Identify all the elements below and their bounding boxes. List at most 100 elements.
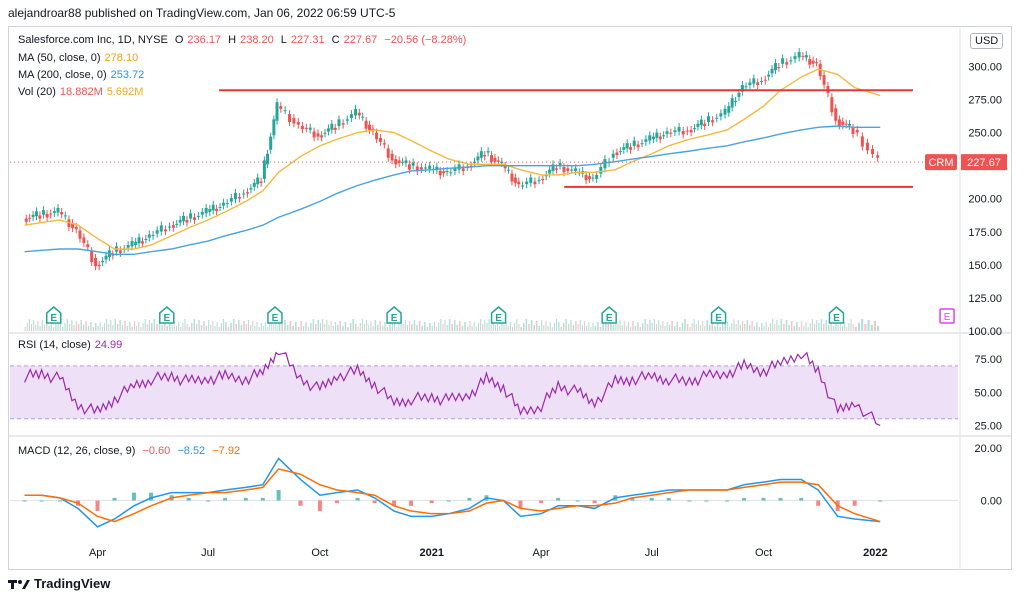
vol-value-1: 18.882M	[59, 86, 103, 98]
earnings-marker[interactable]	[601, 306, 617, 324]
volume-bar	[339, 321, 342, 331]
volume-bar	[511, 327, 514, 331]
volume-bar	[266, 327, 268, 331]
candle-body	[570, 169, 574, 171]
volume-bar	[867, 320, 870, 331]
volume-bar	[173, 321, 175, 331]
candle-body	[137, 237, 141, 244]
volume-bar	[451, 324, 453, 331]
candle-body	[785, 62, 789, 65]
candle-body	[333, 127, 337, 130]
volume-bar	[681, 323, 684, 331]
volume-bar	[588, 322, 590, 331]
candle-body	[45, 214, 49, 218]
candle-body	[74, 226, 78, 230]
earnings-marker[interactable]	[159, 306, 175, 324]
earnings-marker[interactable]	[386, 306, 402, 324]
ma200-line	[24, 125, 881, 255]
volume-bar	[671, 321, 673, 331]
volume-bar	[835, 322, 837, 331]
ohlc-high-label: H	[228, 34, 237, 46]
volume-bar	[175, 326, 178, 331]
candle-body	[300, 126, 304, 130]
volume-bar	[560, 327, 562, 331]
volume-bar	[877, 326, 880, 331]
volume-bar	[486, 323, 488, 331]
candle-body	[118, 250, 122, 253]
macd-axis-tick: 0.00	[981, 496, 1002, 508]
volume-bar	[258, 327, 260, 331]
earnings-marker[interactable]	[490, 306, 507, 324]
candle-body	[599, 167, 603, 174]
ma50-line	[24, 68, 881, 250]
candle-body	[681, 131, 685, 135]
candle-body	[632, 140, 636, 146]
volume-bar	[292, 326, 295, 331]
earnings-marker[interactable]	[828, 306, 845, 324]
volume-bar	[753, 326, 756, 331]
macd-histogram-bar	[725, 500, 730, 502]
volume-bar	[82, 325, 85, 331]
volume-bar	[210, 325, 212, 331]
volume-bar	[37, 321, 39, 331]
volume-bar	[90, 322, 92, 331]
volume-bar	[26, 323, 28, 331]
candle-body	[147, 234, 151, 238]
earnings-marker-upcoming[interactable]	[939, 308, 955, 324]
volume-bar	[697, 320, 700, 331]
last-price-tag: 227.67	[967, 157, 1001, 169]
volume-bar	[41, 320, 43, 331]
volume-bar	[193, 319, 195, 331]
volume-bar	[448, 319, 451, 331]
volume-bar	[342, 326, 344, 331]
volume-bar	[801, 321, 803, 331]
volume-bar	[370, 321, 372, 331]
volume-bar	[312, 319, 315, 331]
earnings-marker[interactable]	[267, 306, 283, 324]
volume-bar	[700, 325, 702, 331]
volume-bar	[772, 319, 774, 331]
candle-body	[252, 182, 256, 187]
earnings-marker-label: E	[272, 313, 279, 324]
volume-bar	[394, 322, 396, 331]
volume-bar	[336, 325, 339, 331]
ticker-tag-bg	[925, 154, 957, 171]
candle-body	[144, 238, 148, 240]
volume-bar	[429, 323, 431, 331]
volume-bar	[541, 320, 543, 331]
volume-bar	[55, 323, 57, 331]
volume-bar	[625, 326, 628, 331]
earnings-marker[interactable]	[46, 306, 62, 324]
volume-bar	[264, 322, 266, 331]
chart-frame[interactable]	[8, 26, 1012, 570]
volume-bar	[142, 323, 144, 331]
macd-histogram-bar	[556, 497, 561, 501]
volume-bar	[379, 321, 381, 331]
volume-bar	[693, 319, 695, 331]
volume-bar	[658, 320, 660, 331]
volume-bar	[644, 319, 646, 331]
volume-bar	[642, 323, 644, 331]
volume-bar	[456, 325, 459, 331]
candle-body	[449, 172, 453, 174]
volume-bar	[278, 319, 281, 331]
volume-bar	[315, 324, 317, 331]
candle-body	[341, 123, 345, 125]
candle-body	[855, 129, 859, 133]
volume-bar	[30, 324, 33, 331]
volume-bar	[363, 324, 366, 331]
volume-bar	[492, 320, 494, 331]
candle-body	[876, 155, 880, 158]
volume-bar	[48, 326, 50, 331]
candle-body	[242, 193, 246, 195]
candle-body	[871, 149, 875, 155]
volume-bar	[377, 325, 379, 331]
candle-body	[685, 130, 689, 132]
currency-button[interactable]: USD	[970, 33, 1004, 49]
candle-body	[496, 160, 500, 162]
candle-body	[865, 142, 869, 151]
ohlc-change: −20.56 (−8.28%)	[384, 34, 467, 46]
earnings-marker[interactable]	[710, 306, 727, 324]
candle-body	[320, 135, 324, 138]
